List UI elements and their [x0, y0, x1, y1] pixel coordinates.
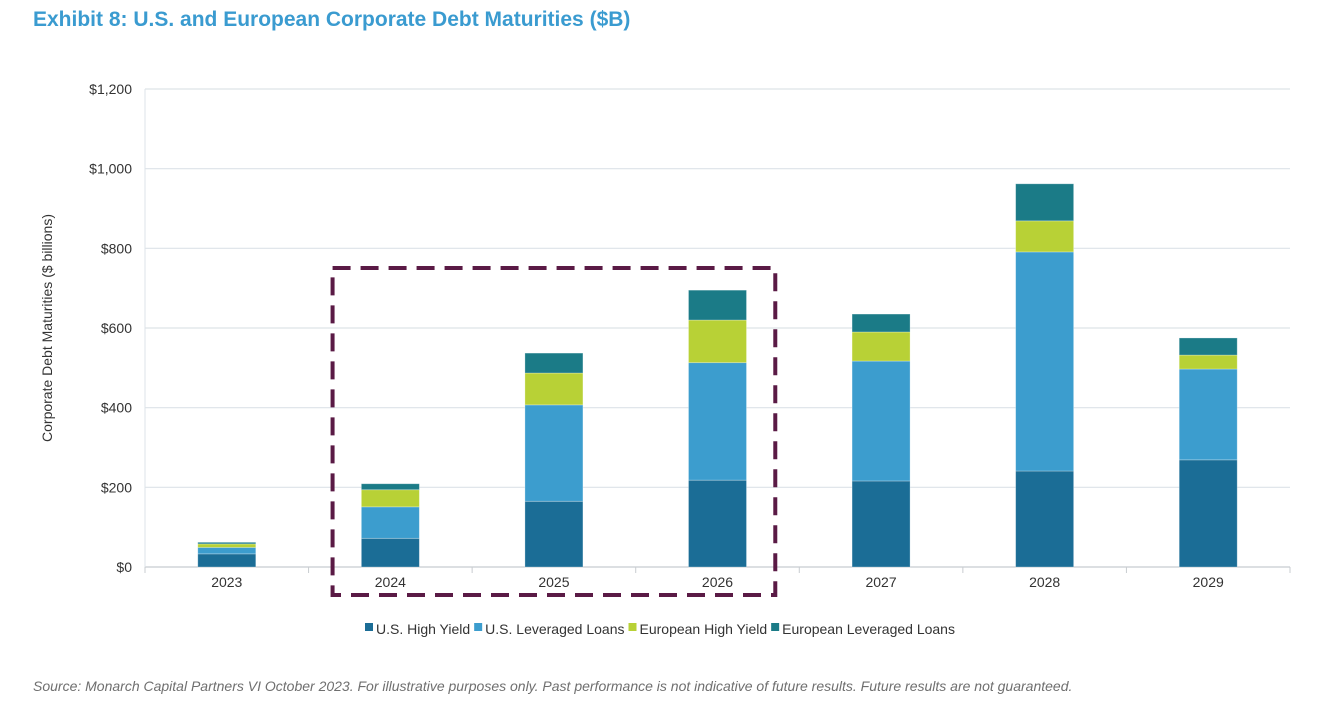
bar-2027-u-s-high-yield	[851, 480, 911, 568]
bar-2028-european-high-yield	[1015, 220, 1075, 253]
x-tick-label: 2025	[538, 574, 569, 590]
y-tick-label: $400	[101, 400, 132, 416]
bar-2029-u-s-high-yield	[1178, 459, 1238, 568]
bar-2026-european-leveraged-loans	[688, 289, 747, 321]
legend-swatch	[474, 623, 483, 631]
x-tick-label: 2024	[375, 574, 406, 590]
bar-2026-u-s-high-yield	[688, 479, 747, 568]
y-axis-label: Corporate Debt Maturities ($ billions)	[39, 214, 55, 442]
legend-swatch	[771, 623, 780, 631]
legend-swatch	[628, 623, 637, 631]
stacked-bar-chart: $0 $200 $400 $600 $800 $1,000 $1,200 2023 2024 20…	[39, 81, 1291, 637]
legend-label: U.S. Leveraged Loans	[485, 621, 624, 637]
bar-2023-u-s-leveraged-loans	[197, 547, 257, 555]
tick-labels: $0 $200 $400 $600 $800 $1,000 $1,200 2023 2024 20…	[89, 81, 1224, 590]
bar-2024-european-leveraged-loans	[360, 483, 420, 491]
x-tick-label: 2029	[1193, 574, 1224, 590]
bar-2027-european-high-yield	[851, 331, 911, 362]
bar-2023-european-leveraged-loans	[197, 541, 257, 545]
bar-2028-u-s-high-yield	[1015, 470, 1075, 568]
bar-2028-u-s-leveraged-loans	[1015, 251, 1075, 472]
bars	[197, 183, 1238, 597]
bar-2028-european-leveraged-loans	[1015, 183, 1075, 222]
bar-2026-u-s-leveraged-loans	[688, 362, 747, 481]
bar-2024-european-high-yield	[360, 489, 420, 508]
x-tick-label: 2023	[211, 574, 242, 590]
bar-2024-u-s-high-yield	[360, 537, 420, 568]
y-tick-label: $0	[116, 559, 132, 575]
chart-title: Exhibit 8: U.S. and European Corporate D…	[33, 8, 631, 31]
source-note: Source: Monarch Capital Partners VI Octo…	[33, 678, 1073, 694]
x-tick-label: 2028	[1029, 574, 1060, 590]
y-tick-label: $600	[101, 320, 132, 336]
highlight-dashed-box	[330, 266, 778, 597]
x-tick-label: 2026	[702, 574, 733, 590]
legend-label: European Leveraged Loans	[782, 621, 955, 637]
bar-2025-u-s-high-yield	[524, 500, 584, 568]
legend: U.S. High Yield U.S. Leveraged Loans Europ…	[365, 621, 955, 637]
bar-2023-european-high-yield	[197, 543, 257, 548]
bar-2029-u-s-leveraged-loans	[1178, 368, 1238, 461]
bar-2026-european-high-yield	[688, 319, 747, 364]
bar-2025-european-leveraged-loans	[524, 352, 584, 374]
bar-2027-european-leveraged-loans	[851, 313, 911, 333]
bar-2025-european-high-yield	[524, 372, 584, 406]
y-tick-label: $800	[101, 240, 132, 256]
y-tick-label: $200	[101, 479, 132, 495]
bar-2029-european-high-yield	[1178, 354, 1238, 370]
bar-2024-u-s-leveraged-loans	[360, 506, 420, 539]
y-tick-label: $1,000	[89, 161, 132, 177]
y-tick-label: $1,200	[89, 81, 132, 97]
bar-2029-european-leveraged-loans	[1178, 337, 1238, 356]
legend-swatch	[365, 623, 373, 631]
bar-2025-u-s-leveraged-loans	[524, 404, 584, 502]
legend-label: European High Yield	[640, 621, 768, 637]
bar-2023-u-s-high-yield	[197, 553, 257, 568]
x-tick-label: 2027	[865, 574, 896, 590]
legend-label: U.S. High Yield	[376, 621, 470, 637]
bar-2027-u-s-leveraged-loans	[851, 360, 911, 482]
